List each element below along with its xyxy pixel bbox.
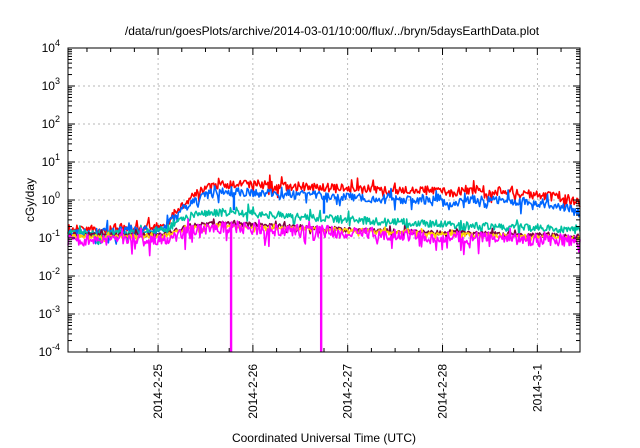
y-tick-label: 10-2: [39, 266, 60, 283]
y-tick-label: 100: [42, 190, 60, 207]
y-tick-label: 103: [42, 76, 60, 93]
x-tick-label: 2014-2-25: [151, 364, 165, 419]
series-line: [67, 203, 581, 246]
y-tick-label: 102: [42, 114, 60, 131]
series-line: [67, 174, 581, 240]
x-tick-label: 2014-2-26: [246, 364, 260, 419]
chart-title: /data/run/goesPlots/archive/2014-03-01/1…: [125, 24, 540, 38]
ticks: [68, 47, 580, 353]
y-tick-label: 104: [42, 38, 60, 55]
x-tick-label: 2014-3-1: [530, 364, 544, 412]
ytick-labels: 10-4 10-3 10-2 10-1 100 101 102 103 104: [39, 38, 60, 359]
dropout-layer: [229, 192, 326, 352]
y-tick-label: 10-3: [39, 304, 60, 321]
y-tick-label: 10-1: [39, 228, 60, 245]
y-tick-label: 10-4: [39, 342, 60, 359]
x-tick-label: 2014-2-28: [436, 364, 450, 419]
x-tick-label: 2014-2-27: [341, 364, 355, 419]
y-axis-label: cGy/day: [23, 178, 37, 222]
series-layer: [67, 174, 581, 257]
y-tick-label: 101: [42, 152, 60, 169]
series-line: [67, 218, 581, 257]
xtick-labels: 2014-2-25 2014-2-26 2014-2-27 2014-2-28 2014…: [151, 364, 544, 419]
x-axis-label: Coordinated Universal Time (UTC): [232, 431, 416, 445]
